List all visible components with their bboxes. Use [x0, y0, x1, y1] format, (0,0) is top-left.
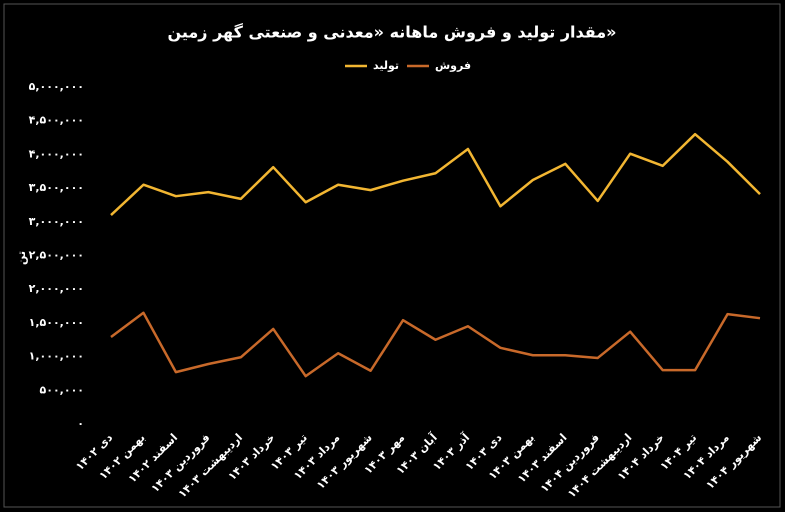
- chart-title: مقدار تولید و فروش ماهانه «معدنی و صنعتی…: [167, 23, 616, 42]
- y-tick-label: ۰: [77, 417, 84, 430]
- frame: [3, 3, 781, 508]
- y-tick-label: ۲,۵۰۰,۰۰۰: [29, 249, 84, 262]
- y-axis-label: تن: [15, 251, 28, 265]
- y-tick-label: ۱,۰۰۰,۰۰۰: [29, 350, 84, 363]
- y-tick-label: ۲,۰۰۰,۰۰۰: [29, 282, 84, 295]
- series-line: [110, 132, 761, 216]
- legend-label: تولید: [373, 59, 399, 72]
- legend-label: فروش: [435, 59, 471, 72]
- y-tick-label: ۵,۰۰۰,۰۰۰: [29, 80, 84, 93]
- series-line: [110, 311, 761, 378]
- y-tick-label: ۵۰۰,۰۰۰: [40, 383, 84, 396]
- y-tick-label: ۳,۰۰۰,۰۰۰: [29, 215, 84, 228]
- y-tick-label: ۴,۵۰۰,۰۰۰: [29, 114, 84, 127]
- y-tick-label: ۱,۵۰۰,۰۰۰: [29, 316, 84, 329]
- y-tick-label: ۴,۰۰۰,۰۰۰: [29, 147, 84, 160]
- y-tick-label: ۳,۵۰۰,۰۰۰: [29, 181, 84, 194]
